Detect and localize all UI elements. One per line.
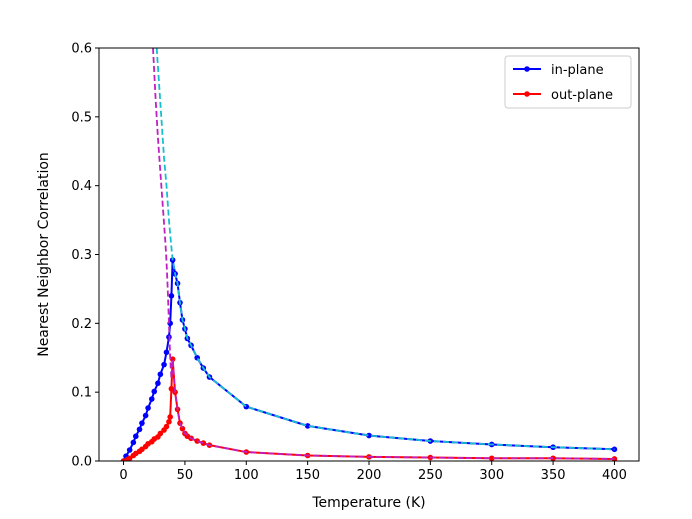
data-point-in-plane <box>161 361 167 368</box>
data-point-in-plane <box>151 388 158 395</box>
legend-marker-in-plane <box>524 66 530 72</box>
x-tick-label: 100 <box>234 468 259 483</box>
y-tick-label: 0.1 <box>71 386 92 401</box>
data-point-out-plane <box>169 356 176 362</box>
data-point-out-plane <box>550 455 556 461</box>
data-point-in-plane <box>168 293 175 299</box>
data-point-in-plane <box>139 420 145 426</box>
data-point-in-plane <box>304 423 311 429</box>
data-point-in-plane <box>142 412 149 419</box>
y-axis: 0.0 0.1 0.2 0.3 0.4 0.5 0.6 <box>71 42 99 470</box>
legend: in-plane out-plane <box>504 55 632 109</box>
series-line-dashed-2 <box>155 48 615 451</box>
data-point-in-plane <box>148 396 155 402</box>
data-point-in-plane <box>126 447 133 453</box>
plot-area <box>99 48 639 461</box>
x-tick-label: 250 <box>418 468 443 483</box>
data-point-in-plane <box>163 349 170 356</box>
data-point-out-plane <box>168 385 175 392</box>
y-tick-label: 0.5 <box>71 110 92 125</box>
data-point-in-plane <box>366 432 372 439</box>
x-tick-label: 350 <box>541 468 566 483</box>
y-axis-label: Nearest Neighbor Correlation <box>36 152 52 357</box>
x-tick-label: 300 <box>479 468 504 483</box>
y-tick-label: 0.3 <box>71 248 92 263</box>
data-point-in-plane <box>130 439 137 446</box>
data-point-in-plane <box>157 371 164 378</box>
data-point-out-plane <box>167 414 173 420</box>
legend-label-in-plane: in-plane <box>551 63 604 78</box>
legend-marker-out-plane <box>524 91 530 97</box>
series-line-dashed-3 <box>152 48 615 460</box>
data-point-in-plane <box>136 426 143 433</box>
data-point-in-plane <box>155 380 161 387</box>
y-tick-label: 0.6 <box>71 42 92 57</box>
y-tick-label: 0.0 <box>71 455 92 470</box>
x-tick-label: 0 <box>119 468 127 483</box>
data-point-out-plane <box>166 418 172 425</box>
data-point-in-plane <box>133 433 139 440</box>
data-point-in-plane <box>145 405 151 411</box>
x-axis: 0 50 100 150 200 250 300 350 400 <box>119 461 627 483</box>
x-tick-label: 50 <box>177 468 194 483</box>
x-tick-label: 200 <box>357 468 382 483</box>
x-tick-label: 400 <box>602 468 627 483</box>
data-point-out-plane <box>488 455 495 461</box>
data-point-out-plane <box>157 430 164 437</box>
series-layer <box>120 48 618 461</box>
x-tick-label: 150 <box>295 468 320 483</box>
y-tick-label: 0.2 <box>71 317 92 332</box>
y-tick-label: 0.4 <box>71 179 92 194</box>
legend-label-out-plane: out-plane <box>551 88 613 103</box>
data-point-out-plane <box>163 423 170 430</box>
x-axis-label: Temperature (K) <box>311 495 425 511</box>
